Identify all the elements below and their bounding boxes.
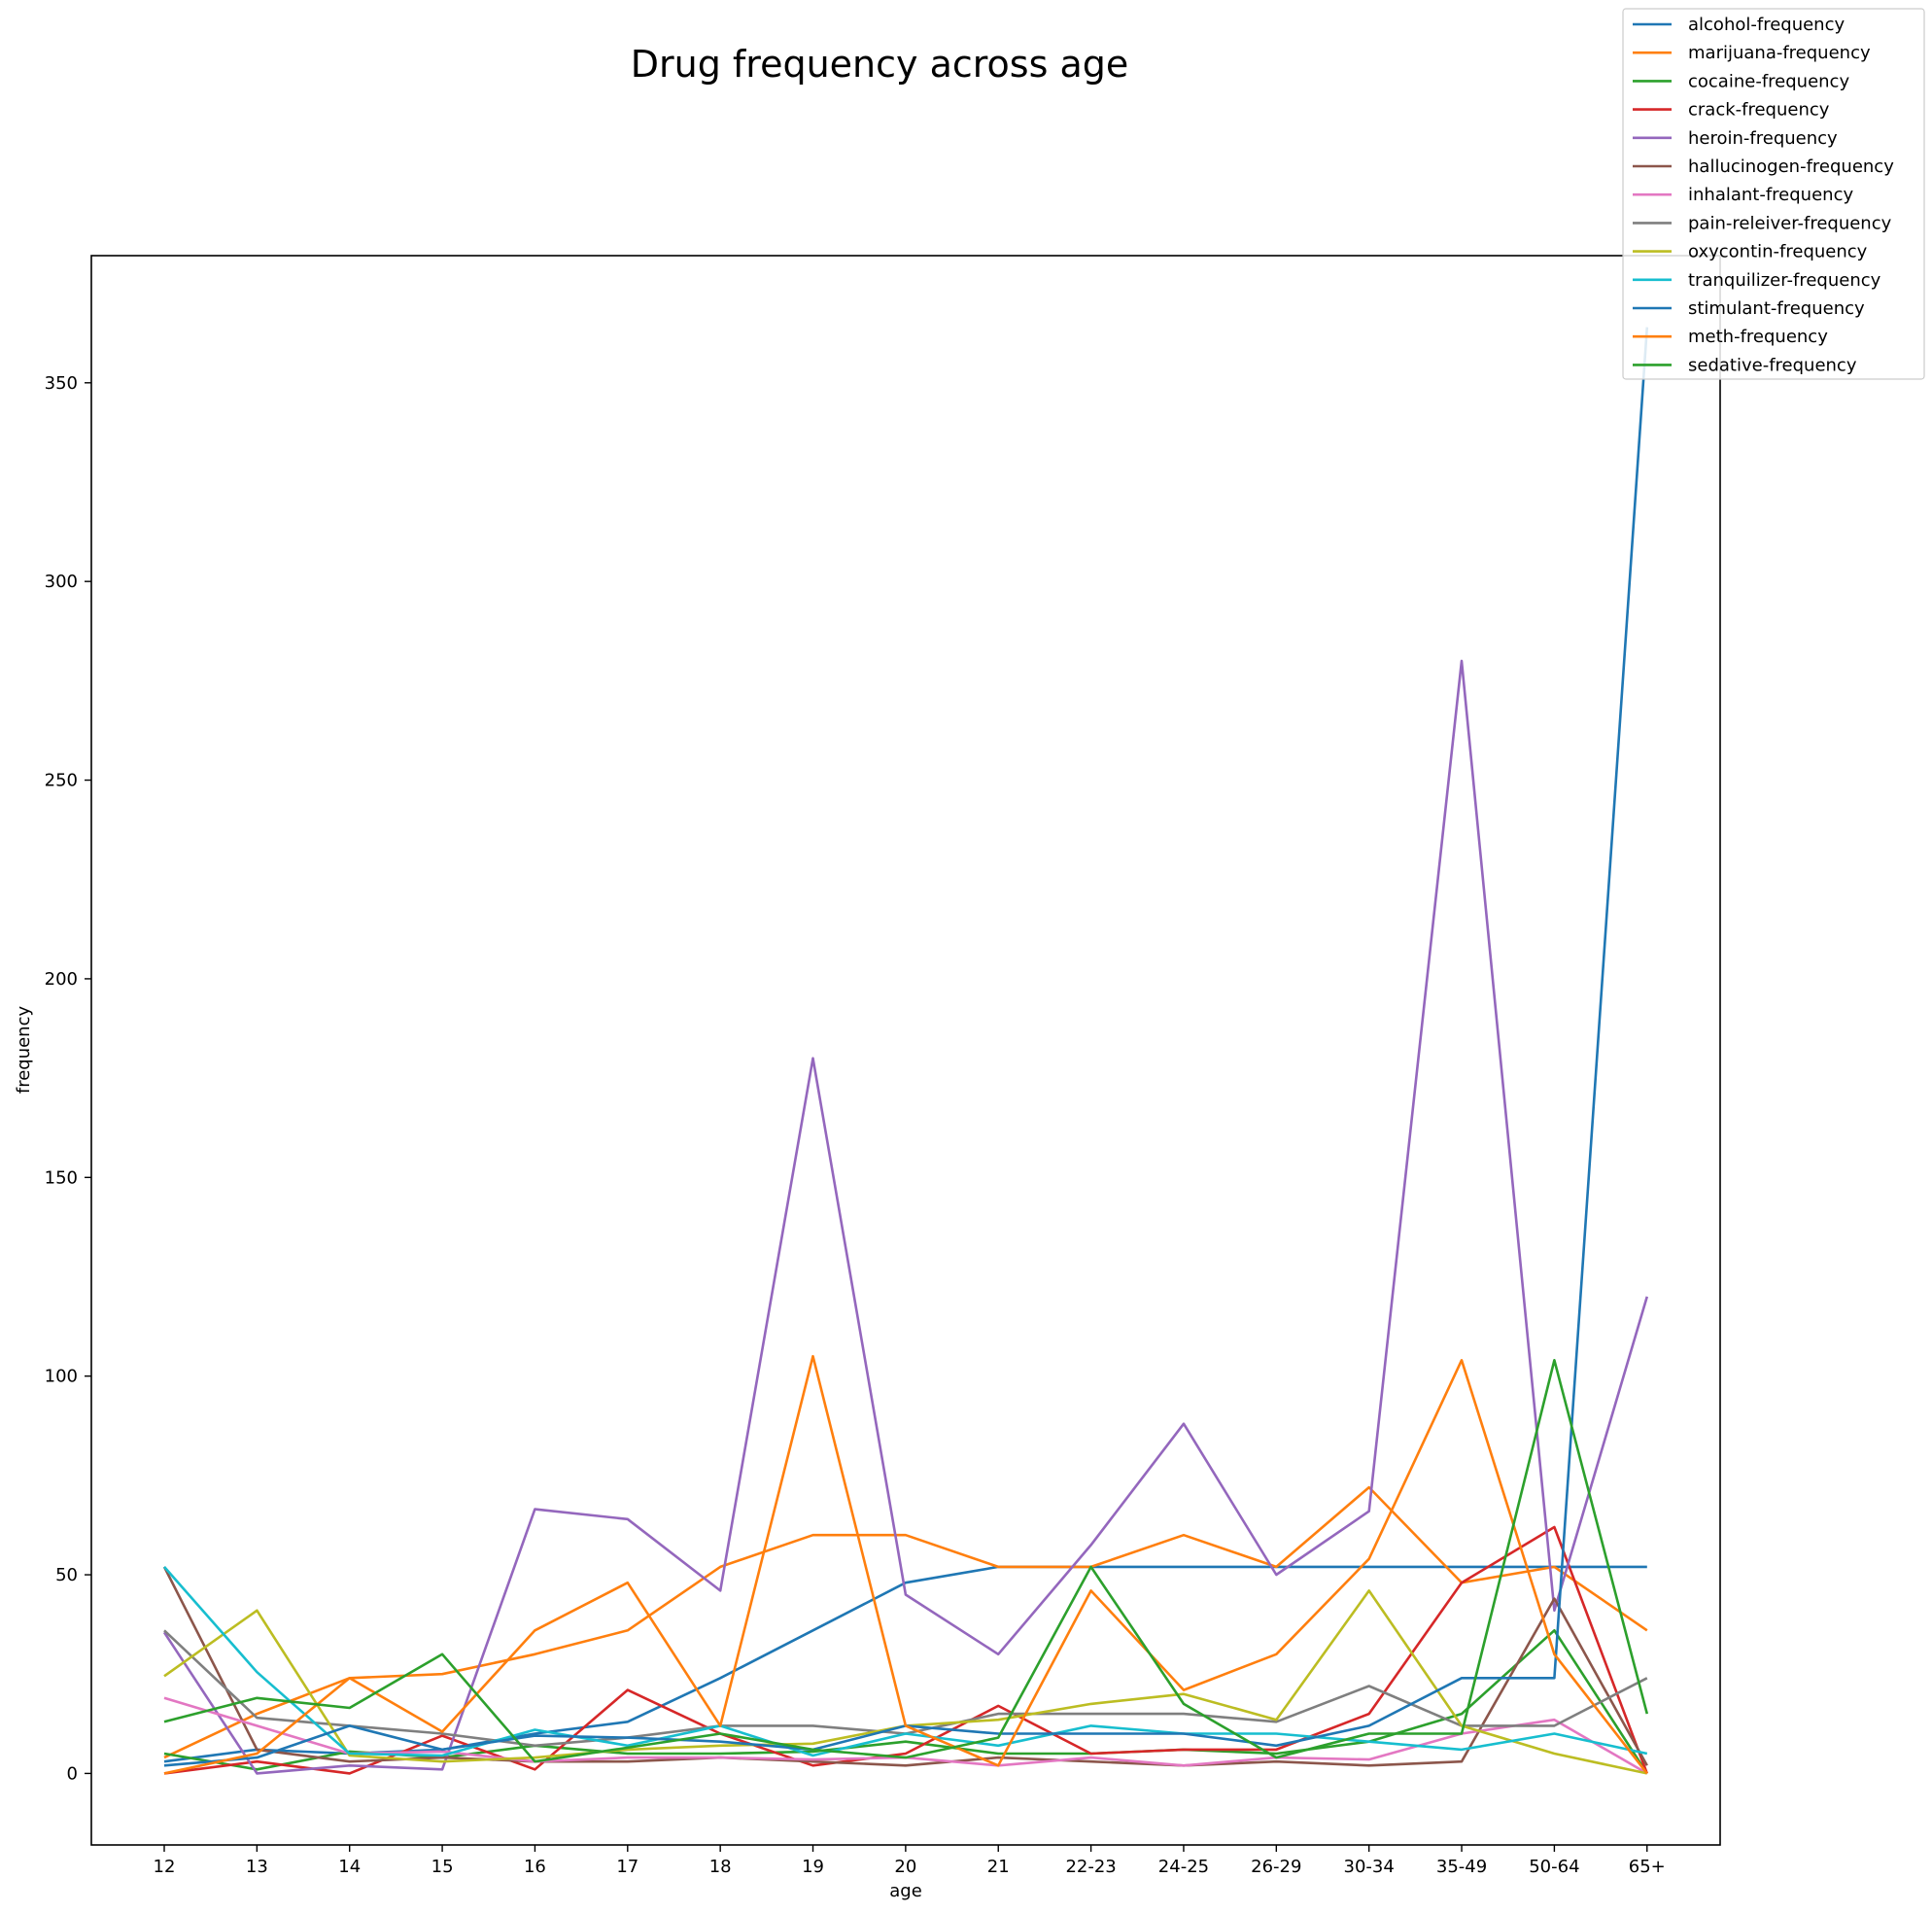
x-tick-label: 24-25 (1158, 1857, 1209, 1877)
series-line-crack-frequency (163, 1525, 1649, 1775)
y-tick-label: 200 (45, 969, 78, 990)
legend-label-inhalant-frequency: inhalant-frequency (1688, 185, 1853, 205)
y-tick-label: 0 (67, 1763, 78, 1784)
y-tick-label: 150 (45, 1167, 78, 1188)
x-tick-label: 50-64 (1529, 1857, 1579, 1877)
series-layer (162, 327, 1649, 1775)
x-tick-label: 18 (709, 1857, 732, 1877)
legend-label-crack-frequency: crack-frequency (1688, 100, 1830, 121)
y-tick-label: 100 (45, 1367, 78, 1387)
y-tick-label: 350 (45, 373, 78, 394)
x-axis-label: age (889, 1881, 922, 1901)
x-tick-label: 20 (894, 1857, 916, 1877)
x-tick-label: 16 (524, 1857, 546, 1877)
x-axis: 12 13 14 15 16 17 18 19 20 21 22-23 24-25 26-29 30-34… (154, 1845, 1666, 1877)
x-tick-label: 14 (338, 1857, 361, 1877)
legend-label-pain-releiver-frequency: pain-releiver-frequency (1688, 213, 1892, 233)
legend-label-cocaine-frequency: cocaine-frequency (1688, 71, 1849, 91)
series-line-alcohol-frequency (163, 1565, 1647, 1763)
series-line-marijuana-frequency (163, 1485, 1648, 1759)
x-tick-label: 35-49 (1436, 1857, 1487, 1877)
x-tick-label: 19 (802, 1857, 824, 1877)
x-tick-label: 12 (154, 1857, 176, 1877)
x-tick-label: 17 (616, 1857, 638, 1877)
legend-label-marijuana-frequency: marijuana-frequency (1688, 43, 1871, 63)
series-line-tranquilizer-frequency (163, 1566, 1648, 1757)
y-tick-label: 300 (45, 572, 78, 592)
y-tick-label: 50 (55, 1565, 78, 1585)
legend: alcohol-frequency marijuana-frequency coca… (1622, 8, 1925, 380)
legend-label-stimulant-frequency: stimulant-frequency (1688, 298, 1865, 319)
x-tick-label: 15 (431, 1857, 454, 1877)
legend-label-alcohol-frequency: alcohol-frequency (1688, 15, 1845, 35)
series-line-meth-frequency (163, 1354, 1648, 1775)
x-tick-label: 21 (987, 1857, 1010, 1877)
legend-frame (1622, 8, 1925, 380)
x-tick-label: 13 (246, 1857, 268, 1877)
legend-label-meth-frequency: meth-frequency (1688, 327, 1828, 347)
x-tick-label: 26-29 (1251, 1857, 1301, 1877)
legend-label-tranquilizer-frequency: tranquilizer-frequency (1688, 270, 1881, 291)
legend-label-hallucinogen-frequency: hallucinogen-frequency (1688, 157, 1894, 177)
legend-label-oxycontin-frequency: oxycontin-frequency (1688, 242, 1868, 262)
y-tick-label: 250 (45, 771, 78, 791)
y-axis: 0 50 100 150 200 250 300 350 (45, 373, 91, 1784)
legend-label-heroin-frequency: heroin-frequency (1688, 128, 1838, 149)
x-tick-label: 22-23 (1065, 1857, 1116, 1877)
chart-title: Drug frequency across age (631, 43, 1129, 86)
x-tick-label: 30-34 (1344, 1857, 1395, 1877)
y-axis-label: frequency (14, 1006, 34, 1095)
x-tick-label: 65+ (1629, 1857, 1666, 1877)
series-line-heroin-frequency (162, 659, 1649, 1775)
legend-label-sedative-frequency: sedative-frequency (1688, 355, 1857, 375)
series-line-sedative-frequency (163, 1359, 1649, 1763)
